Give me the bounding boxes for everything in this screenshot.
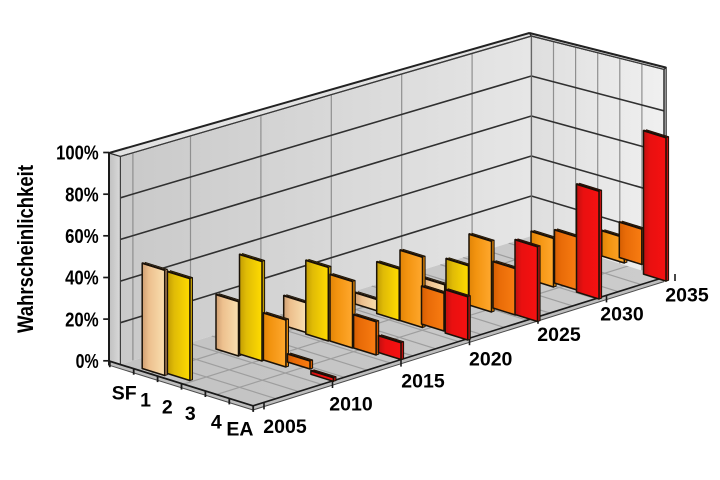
svg-text:80%: 80%: [65, 184, 99, 206]
svg-text:100%: 100%: [56, 143, 99, 165]
svg-text:SF: SF: [112, 382, 137, 404]
svg-text:2015: 2015: [401, 371, 445, 393]
svg-text:0%: 0%: [76, 351, 99, 373]
svg-text:2025: 2025: [537, 324, 581, 346]
svg-text:20%: 20%: [65, 309, 99, 331]
svg-text:60%: 60%: [65, 226, 99, 248]
svg-text:2010: 2010: [329, 394, 373, 416]
svg-text:Wahrscheinlichkeit: Wahrscheinlichkeit: [13, 165, 38, 333]
svg-text:EA: EA: [226, 418, 253, 440]
svg-text:1: 1: [140, 390, 151, 412]
svg-text:2005: 2005: [263, 416, 307, 438]
svg-text:2035: 2035: [665, 285, 709, 307]
svg-text:2020: 2020: [469, 349, 513, 371]
svg-text:2030: 2030: [600, 304, 644, 326]
svg-text:4: 4: [211, 411, 222, 433]
svg-text:3: 3: [185, 403, 196, 425]
svg-text:40%: 40%: [65, 268, 99, 290]
svg-text:2: 2: [162, 397, 173, 419]
